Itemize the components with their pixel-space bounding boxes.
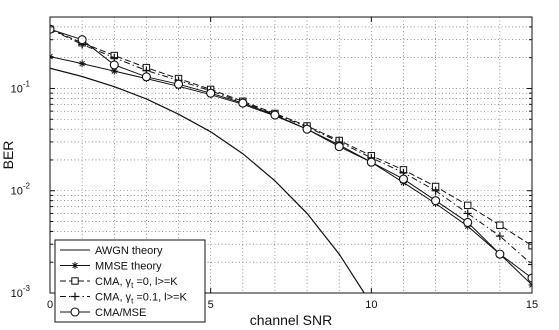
series-4 bbox=[50, 25, 532, 269]
y-tick-label: 10-1 bbox=[11, 79, 31, 95]
legend-label: CMA, γt =0, l>=K bbox=[95, 276, 178, 290]
data-point bbox=[71, 277, 79, 285]
data-point bbox=[110, 53, 119, 62]
legend-label: CMA, γt =0.1, l>=K bbox=[95, 292, 187, 306]
legend-entry: CMA, γt =0, l>=K bbox=[60, 276, 178, 290]
data-point bbox=[398, 174, 409, 184]
data-point bbox=[70, 307, 80, 317]
legend-label: CMA/MSE bbox=[95, 307, 146, 319]
data-point bbox=[528, 281, 532, 289]
y-axis-label: BER bbox=[0, 141, 16, 170]
data-point bbox=[270, 110, 280, 120]
data-point bbox=[206, 88, 216, 98]
data-point bbox=[238, 98, 248, 108]
x-tick-label: 15 bbox=[526, 299, 538, 311]
legend-label: AWGN theory bbox=[95, 245, 163, 257]
data-point bbox=[71, 292, 79, 301]
legend-entry: CMA/MSE bbox=[60, 307, 146, 319]
data-point bbox=[71, 262, 79, 269]
data-point bbox=[495, 249, 505, 259]
data-point bbox=[527, 273, 532, 283]
legend: AWGN theory MMSE theory CMA, γt =0, l>=K CM… bbox=[54, 239, 206, 323]
legend-label: MMSE theory bbox=[95, 261, 162, 273]
data-point bbox=[77, 35, 87, 45]
series-line bbox=[50, 28, 532, 279]
data-point bbox=[50, 53, 54, 61]
data-point bbox=[78, 60, 86, 68]
data-point bbox=[495, 232, 504, 241]
tick-labels: 0 5 10 15 10-3 10-2 10-1 bbox=[11, 79, 539, 311]
data-point bbox=[463, 217, 473, 227]
series-line bbox=[50, 28, 532, 247]
y-tick-label: 10-3 bbox=[11, 284, 31, 300]
x-tick-label: 5 bbox=[208, 299, 214, 311]
data-point bbox=[463, 209, 472, 218]
series-5 bbox=[50, 24, 532, 283]
data-point bbox=[366, 157, 376, 167]
series-line bbox=[50, 28, 532, 265]
plot-area bbox=[50, 24, 532, 293]
data-point bbox=[431, 186, 440, 195]
x-tick-label: 0 bbox=[47, 299, 53, 311]
data-point bbox=[528, 260, 532, 269]
plot-frame bbox=[49, 16, 533, 294]
data-point bbox=[109, 60, 119, 70]
data-point bbox=[496, 221, 504, 229]
data-point bbox=[173, 79, 184, 89]
legend-entry: MMSE theory bbox=[60, 261, 162, 273]
y-tick-label: 10-2 bbox=[11, 182, 31, 198]
data-point bbox=[302, 124, 312, 134]
series-line bbox=[50, 67, 365, 293]
x-axis-label: channel SNR bbox=[250, 312, 333, 328]
data-point bbox=[334, 142, 344, 152]
axes bbox=[49, 16, 533, 294]
data-point bbox=[464, 201, 472, 210]
series-3 bbox=[50, 25, 532, 250]
data-point bbox=[141, 72, 151, 82]
series-1 bbox=[50, 67, 365, 293]
grid-lines bbox=[50, 16, 532, 293]
x-tick-label: 10 bbox=[365, 299, 377, 311]
legend-entry: CMA, γt =0.1, l>=K bbox=[60, 292, 187, 306]
data-point bbox=[431, 196, 441, 206]
legend-entry: AWGN theory bbox=[60, 245, 163, 257]
